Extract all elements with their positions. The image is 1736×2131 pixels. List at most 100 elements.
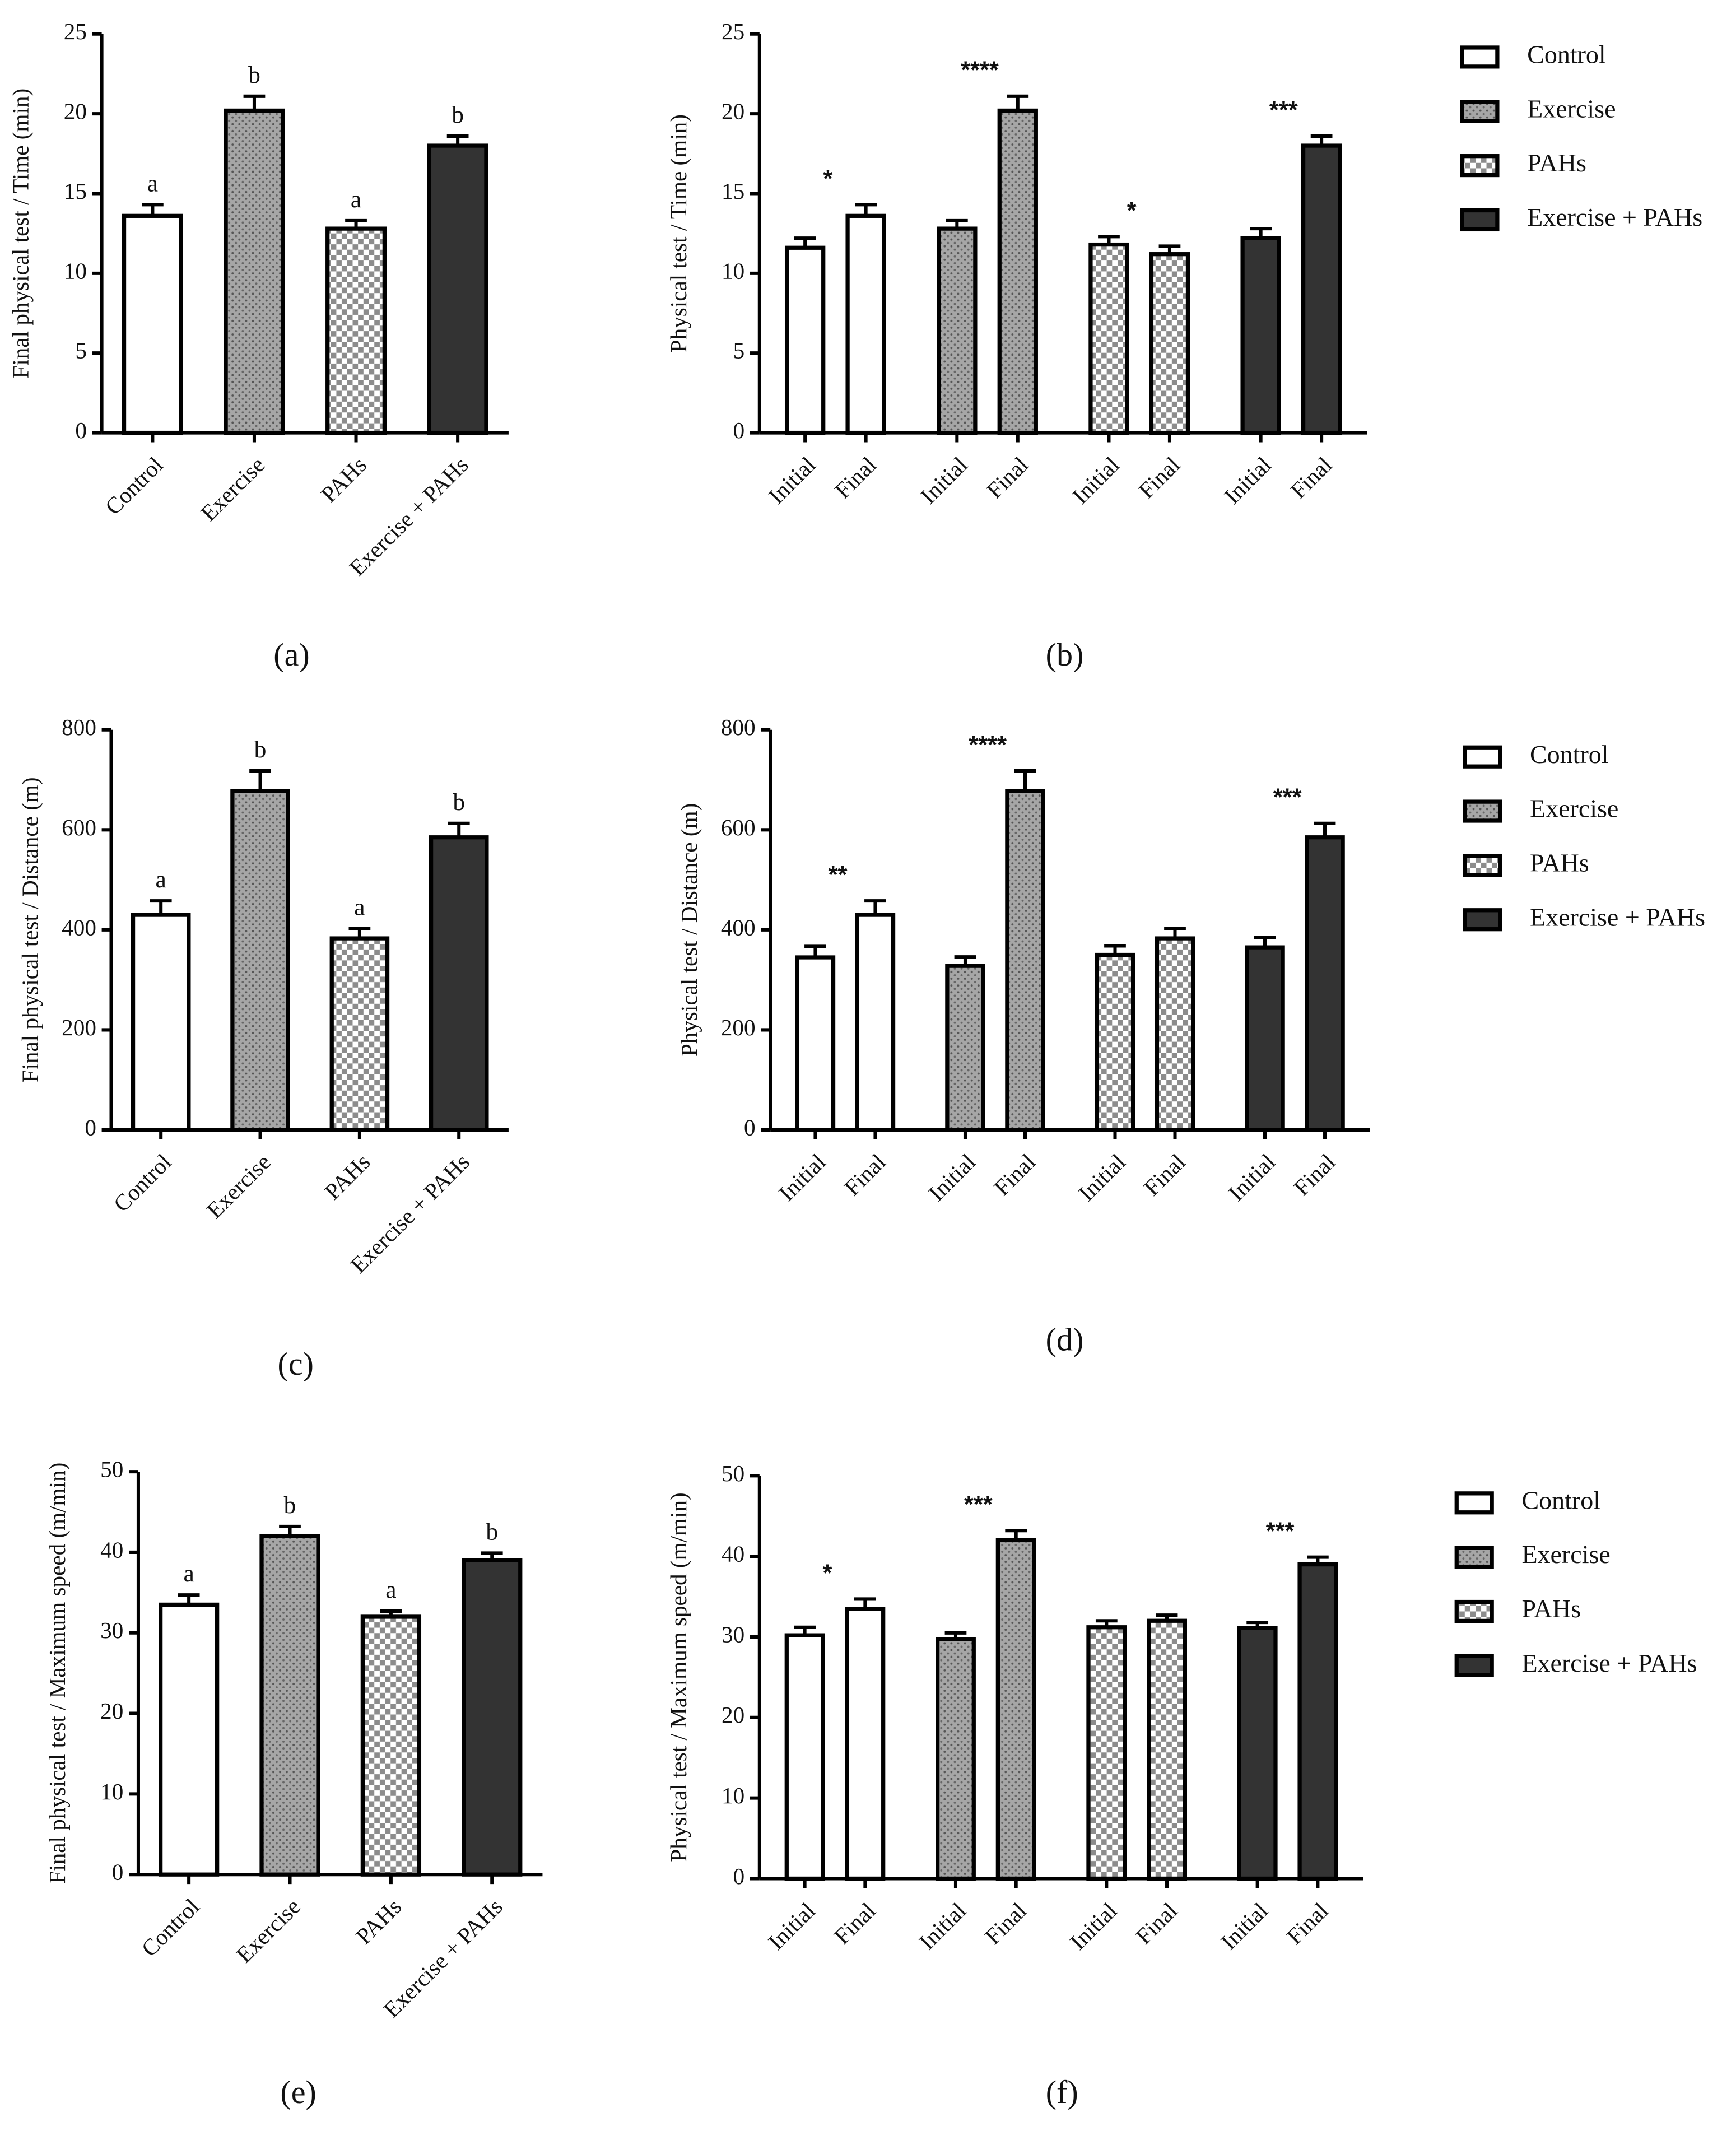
x-tick-label: Initial	[763, 1897, 820, 1955]
annotation: b	[254, 736, 267, 763]
y-tick-label: 15	[64, 178, 87, 204]
x-tick-label: Final	[980, 1897, 1031, 1949]
legend-label: Exercise	[1521, 1540, 1610, 1569]
error-bar	[954, 955, 976, 966]
x-tick-label: Initial	[914, 1897, 971, 1955]
legend-label: PAHs	[1530, 848, 1589, 877]
bar	[360, 1614, 422, 1877]
annotation: b	[284, 1492, 296, 1519]
panel-label: (f)	[1046, 2074, 1078, 2110]
x-tick-label: Initial	[1067, 452, 1124, 509]
bar	[159, 1602, 220, 1877]
y-tick-label: 30	[100, 1617, 123, 1643]
bar	[1086, 1625, 1127, 1881]
legend-swatch	[1463, 799, 1502, 823]
bar	[1005, 789, 1045, 1132]
y-tick-label: 0	[733, 1863, 745, 1889]
bar	[784, 1633, 825, 1881]
y-tick-label: 50	[100, 1457, 123, 1482]
error-bar	[279, 1524, 301, 1537]
y-tick-label: 5	[733, 338, 745, 364]
significance: ***	[964, 1491, 993, 1518]
annotation: a	[354, 894, 365, 920]
panel-label: (b)	[1046, 636, 1084, 673]
error-bar	[481, 1551, 503, 1561]
x-tick-label: Initial	[1219, 452, 1276, 509]
x-tick-label: Final	[981, 452, 1033, 503]
error-bar	[1156, 1613, 1178, 1621]
bar	[784, 245, 826, 435]
significance: ****	[969, 732, 1007, 759]
bar	[259, 1534, 320, 1877]
y-tick-label: 10	[722, 258, 744, 283]
y-tick-label: 40	[100, 1537, 123, 1562]
legend-swatch	[1454, 1491, 1494, 1515]
y-axis-label: Final physical test / Distance (m)	[17, 777, 44, 1082]
significance: *	[823, 1560, 832, 1586]
error-bar	[1307, 1555, 1329, 1565]
legend-label: Exercise + PAHs	[1521, 1649, 1697, 1677]
bar	[325, 226, 387, 435]
y-tick-label: 800	[721, 714, 756, 740]
y-tick-label: 20	[722, 1702, 744, 1728]
error-bar	[1104, 944, 1126, 955]
x-tick-label: PAHs	[351, 1893, 406, 1949]
error-bar	[243, 94, 266, 111]
panel-label: (a)	[273, 636, 309, 673]
bar	[1240, 236, 1281, 435]
legend-swatch	[1463, 854, 1502, 877]
error-bar	[1314, 821, 1336, 837]
legend-label: Control	[1521, 1486, 1600, 1514]
bar	[122, 213, 183, 435]
error-bar	[794, 1625, 816, 1636]
legend-label: Exercise + PAHs	[1527, 203, 1702, 231]
bar	[131, 913, 191, 1132]
panel-label: (e)	[280, 2074, 316, 2110]
error-bar	[1005, 1529, 1027, 1541]
error-bar	[946, 218, 968, 229]
legend-swatch	[1463, 745, 1502, 769]
bar	[427, 143, 488, 435]
x-tick-label: Final	[829, 1897, 881, 1949]
y-tick-label: 25	[722, 18, 744, 44]
legend-swatch	[1454, 1654, 1494, 1677]
y-tick-label: 600	[721, 815, 756, 840]
annotation: b	[248, 62, 260, 89]
error-bar	[1250, 227, 1272, 239]
legend-label: PAHs	[1521, 1594, 1581, 1623]
y-tick-label: 30	[722, 1621, 744, 1647]
bar	[997, 108, 1038, 435]
legend-swatch	[1460, 208, 1500, 232]
x-tick-label: Initial	[924, 1149, 981, 1206]
bar	[429, 835, 489, 1132]
y-tick-label: 10	[722, 1783, 744, 1808]
bar	[937, 226, 978, 435]
error-bar	[864, 899, 886, 915]
error-bar	[1014, 769, 1036, 791]
legend-swatch	[1460, 45, 1500, 69]
x-tick-label: Initial	[1216, 1897, 1273, 1955]
legend-label: Control	[1530, 740, 1609, 769]
error-bar	[804, 944, 826, 957]
bar	[1297, 1562, 1338, 1881]
annotation: b	[486, 1518, 498, 1545]
legend-label: Exercise	[1527, 94, 1616, 123]
bar	[224, 108, 285, 435]
bar	[845, 213, 886, 435]
error-bar	[1246, 1621, 1269, 1629]
significance: ***	[1266, 1518, 1295, 1545]
y-tick-label: 20	[64, 99, 87, 124]
significance: ***	[1273, 784, 1302, 811]
y-tick-label: 40	[722, 1541, 744, 1567]
bar	[1237, 1626, 1278, 1881]
y-tick-label: 800	[62, 714, 96, 740]
x-tick-label: Initial	[1073, 1149, 1130, 1206]
error-bar	[446, 134, 469, 146]
y-tick-label: 15	[722, 178, 744, 204]
x-tick-label: Final	[830, 452, 881, 503]
error-bar	[794, 236, 816, 248]
y-tick-label: 25	[64, 18, 87, 44]
y-tick-label: 200	[721, 1015, 756, 1040]
